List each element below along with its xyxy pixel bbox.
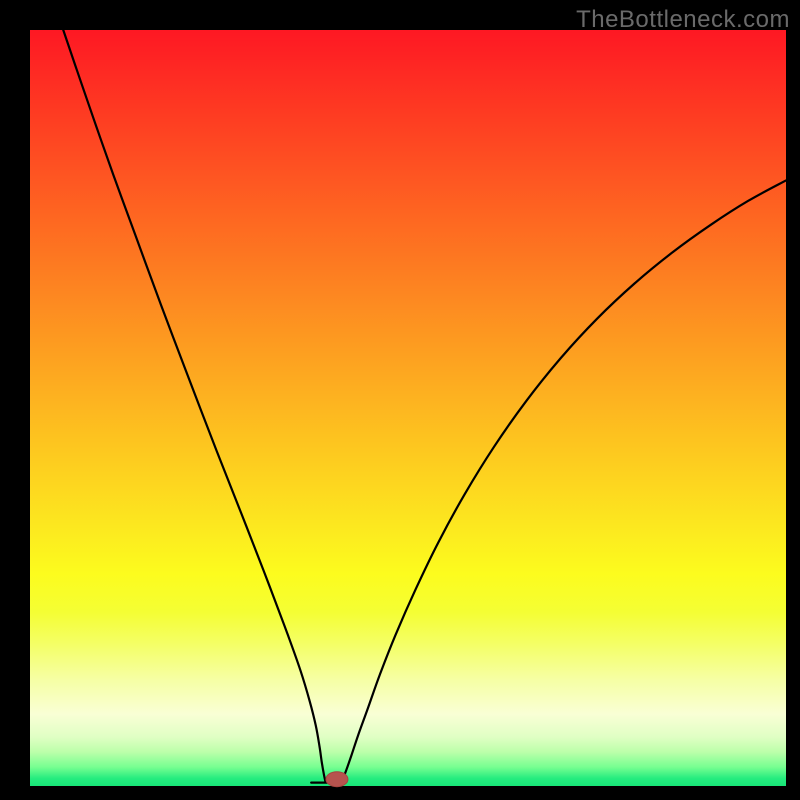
chart-stage: TheBottleneck.com	[0, 0, 800, 800]
plot-background	[30, 30, 786, 786]
notch-marker	[326, 772, 348, 787]
bottleneck-chart	[0, 0, 800, 800]
watermark-text: TheBottleneck.com	[576, 6, 790, 34]
